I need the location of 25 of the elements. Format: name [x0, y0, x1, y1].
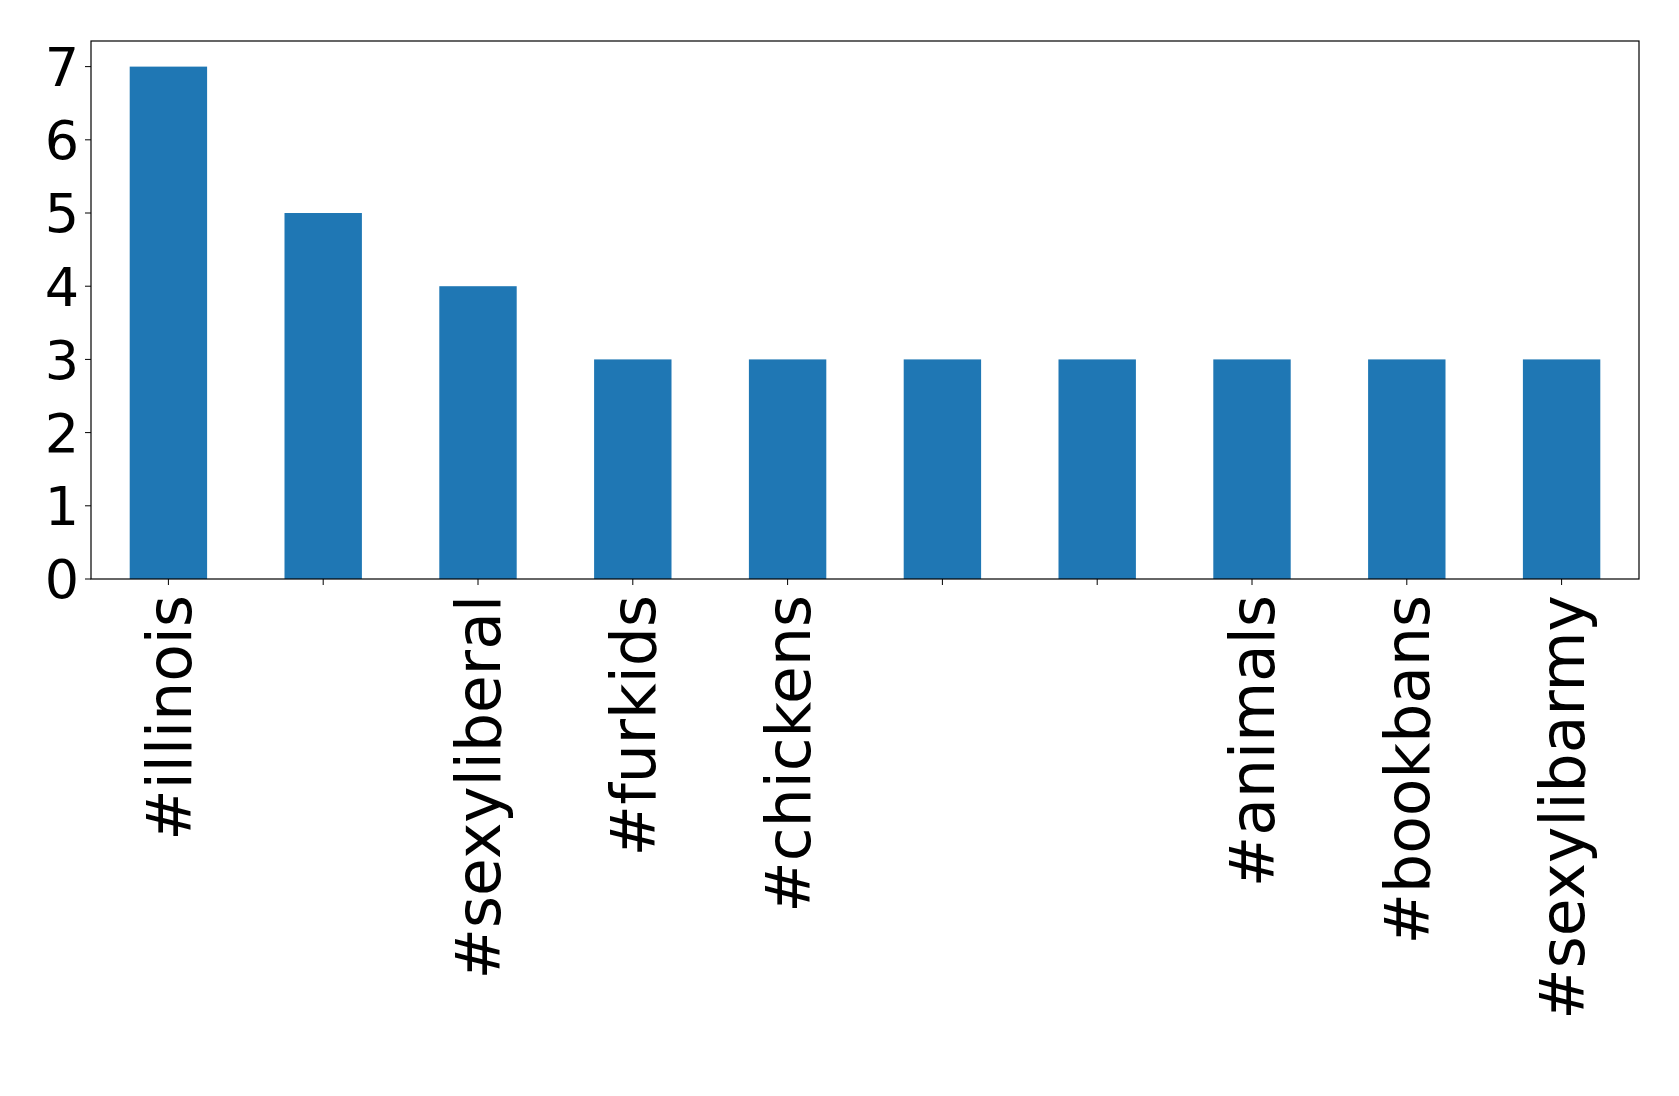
y-tick-label: 3 [44, 328, 79, 392]
y-tick-label: 1 [44, 475, 79, 539]
bar [1058, 359, 1136, 579]
x-tick-label: #furkids [597, 595, 670, 857]
y-tick-label: 7 [44, 36, 79, 100]
bar [594, 359, 672, 579]
bar [284, 213, 362, 579]
y-tick-label: 6 [44, 109, 79, 173]
bar [1522, 359, 1601, 579]
y-tick-label: 4 [44, 255, 79, 319]
x-tick-label: #animals [1217, 595, 1290, 888]
bar [439, 286, 517, 579]
x-tick-label: #illinois [133, 595, 206, 841]
bar [129, 66, 208, 579]
bar [903, 359, 982, 579]
y-tick-label: 2 [44, 402, 79, 466]
x-tick-label: #sexyliberal [443, 595, 516, 980]
bar [1213, 359, 1291, 579]
x-tick-label: #sexylibarmy [1526, 595, 1599, 1020]
x-tick-label: #chickens [752, 595, 825, 913]
bar [1368, 359, 1446, 579]
bar [748, 359, 827, 579]
y-tick-label: 5 [44, 182, 79, 246]
x-tick-label: #bookbans [1371, 595, 1444, 945]
y-tick-label: 0 [44, 548, 79, 612]
